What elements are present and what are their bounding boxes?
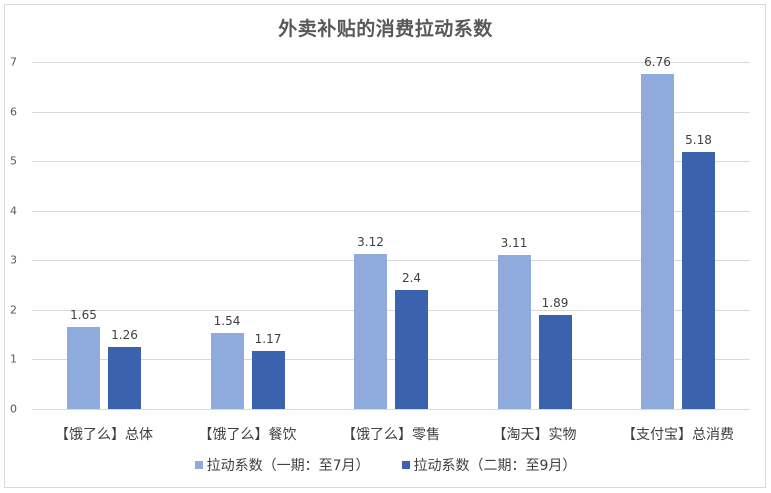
data-label: 3.11 bbox=[500, 235, 528, 250]
data-label: 1.54 bbox=[213, 313, 241, 328]
legend-swatch-icon bbox=[194, 461, 203, 469]
bar bbox=[641, 73, 674, 409]
gridline bbox=[32, 112, 750, 113]
y-tick-label: 3 bbox=[10, 253, 17, 267]
y-tick-label: 2 bbox=[10, 303, 17, 317]
y-tick-label: 7 bbox=[10, 55, 17, 69]
legend-label: 拉动系数（二期：至9月） bbox=[413, 458, 577, 474]
y-tick-label: 0 bbox=[10, 402, 17, 416]
bar bbox=[251, 351, 285, 409]
x-category-label: 【饿了么】零售 bbox=[342, 427, 440, 443]
bar bbox=[682, 152, 715, 409]
data-label: 1.89 bbox=[541, 296, 569, 311]
gridline bbox=[32, 409, 750, 410]
chart-title: 外卖补贴的消费拉动系数 bbox=[278, 18, 493, 40]
gridline bbox=[32, 161, 750, 162]
x-category-label: 【饿了么】餐饮 bbox=[198, 427, 297, 443]
data-label: 6.76 bbox=[644, 54, 671, 69]
data-label: 5.18 bbox=[685, 133, 712, 148]
gridline bbox=[32, 62, 750, 63]
legend-item: 拉动系数（二期：至9月） bbox=[401, 455, 577, 475]
gridline bbox=[32, 260, 750, 261]
y-tick-label: 6 bbox=[10, 105, 17, 119]
bar bbox=[354, 254, 387, 409]
legend-label: 拉动系数（一期：至7月） bbox=[206, 458, 370, 474]
x-category-label: 【饿了么】总体 bbox=[55, 427, 153, 443]
legend-item: 拉动系数（一期：至7月） bbox=[194, 455, 370, 475]
y-tick-label: 5 bbox=[10, 154, 17, 168]
bar bbox=[67, 327, 100, 409]
bar bbox=[497, 254, 531, 409]
x-category-label: 【淘天】实物 bbox=[492, 427, 577, 443]
y-tick-label: 1 bbox=[10, 352, 17, 366]
y-tick-label: 4 bbox=[10, 204, 17, 218]
data-label: 1.65 bbox=[70, 308, 97, 323]
gridline bbox=[32, 211, 750, 212]
bar bbox=[210, 332, 244, 409]
bar bbox=[538, 315, 572, 409]
bar bbox=[395, 290, 428, 409]
x-category-label: 【支付宝】总消费 bbox=[622, 427, 734, 443]
data-label: 1.26 bbox=[111, 327, 138, 342]
data-label: 3.12 bbox=[357, 235, 384, 250]
gridline bbox=[32, 359, 750, 360]
data-label: 2.4 bbox=[401, 271, 422, 286]
legend-swatch-icon bbox=[401, 461, 410, 469]
bar bbox=[108, 346, 141, 409]
data-label: 1.17 bbox=[254, 332, 282, 346]
gridline bbox=[32, 310, 750, 311]
legend: 拉动系数（一期：至7月） 拉动系数（二期：至9月） bbox=[0, 455, 771, 475]
